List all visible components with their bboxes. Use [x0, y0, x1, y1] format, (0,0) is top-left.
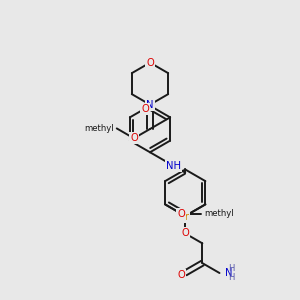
- Text: O: O: [177, 209, 185, 219]
- Text: Br: Br: [178, 212, 189, 222]
- Text: O: O: [141, 104, 149, 114]
- Text: N: N: [146, 100, 154, 110]
- Text: NH: NH: [166, 161, 181, 171]
- Text: O: O: [130, 133, 138, 143]
- Text: methyl: methyl: [204, 209, 234, 218]
- Text: N: N: [225, 268, 233, 278]
- Text: H: H: [229, 264, 235, 273]
- Text: O: O: [182, 229, 189, 238]
- Text: H: H: [229, 273, 235, 282]
- Text: O: O: [146, 58, 154, 68]
- Text: O: O: [177, 270, 185, 280]
- Text: methyl: methyl: [85, 124, 114, 133]
